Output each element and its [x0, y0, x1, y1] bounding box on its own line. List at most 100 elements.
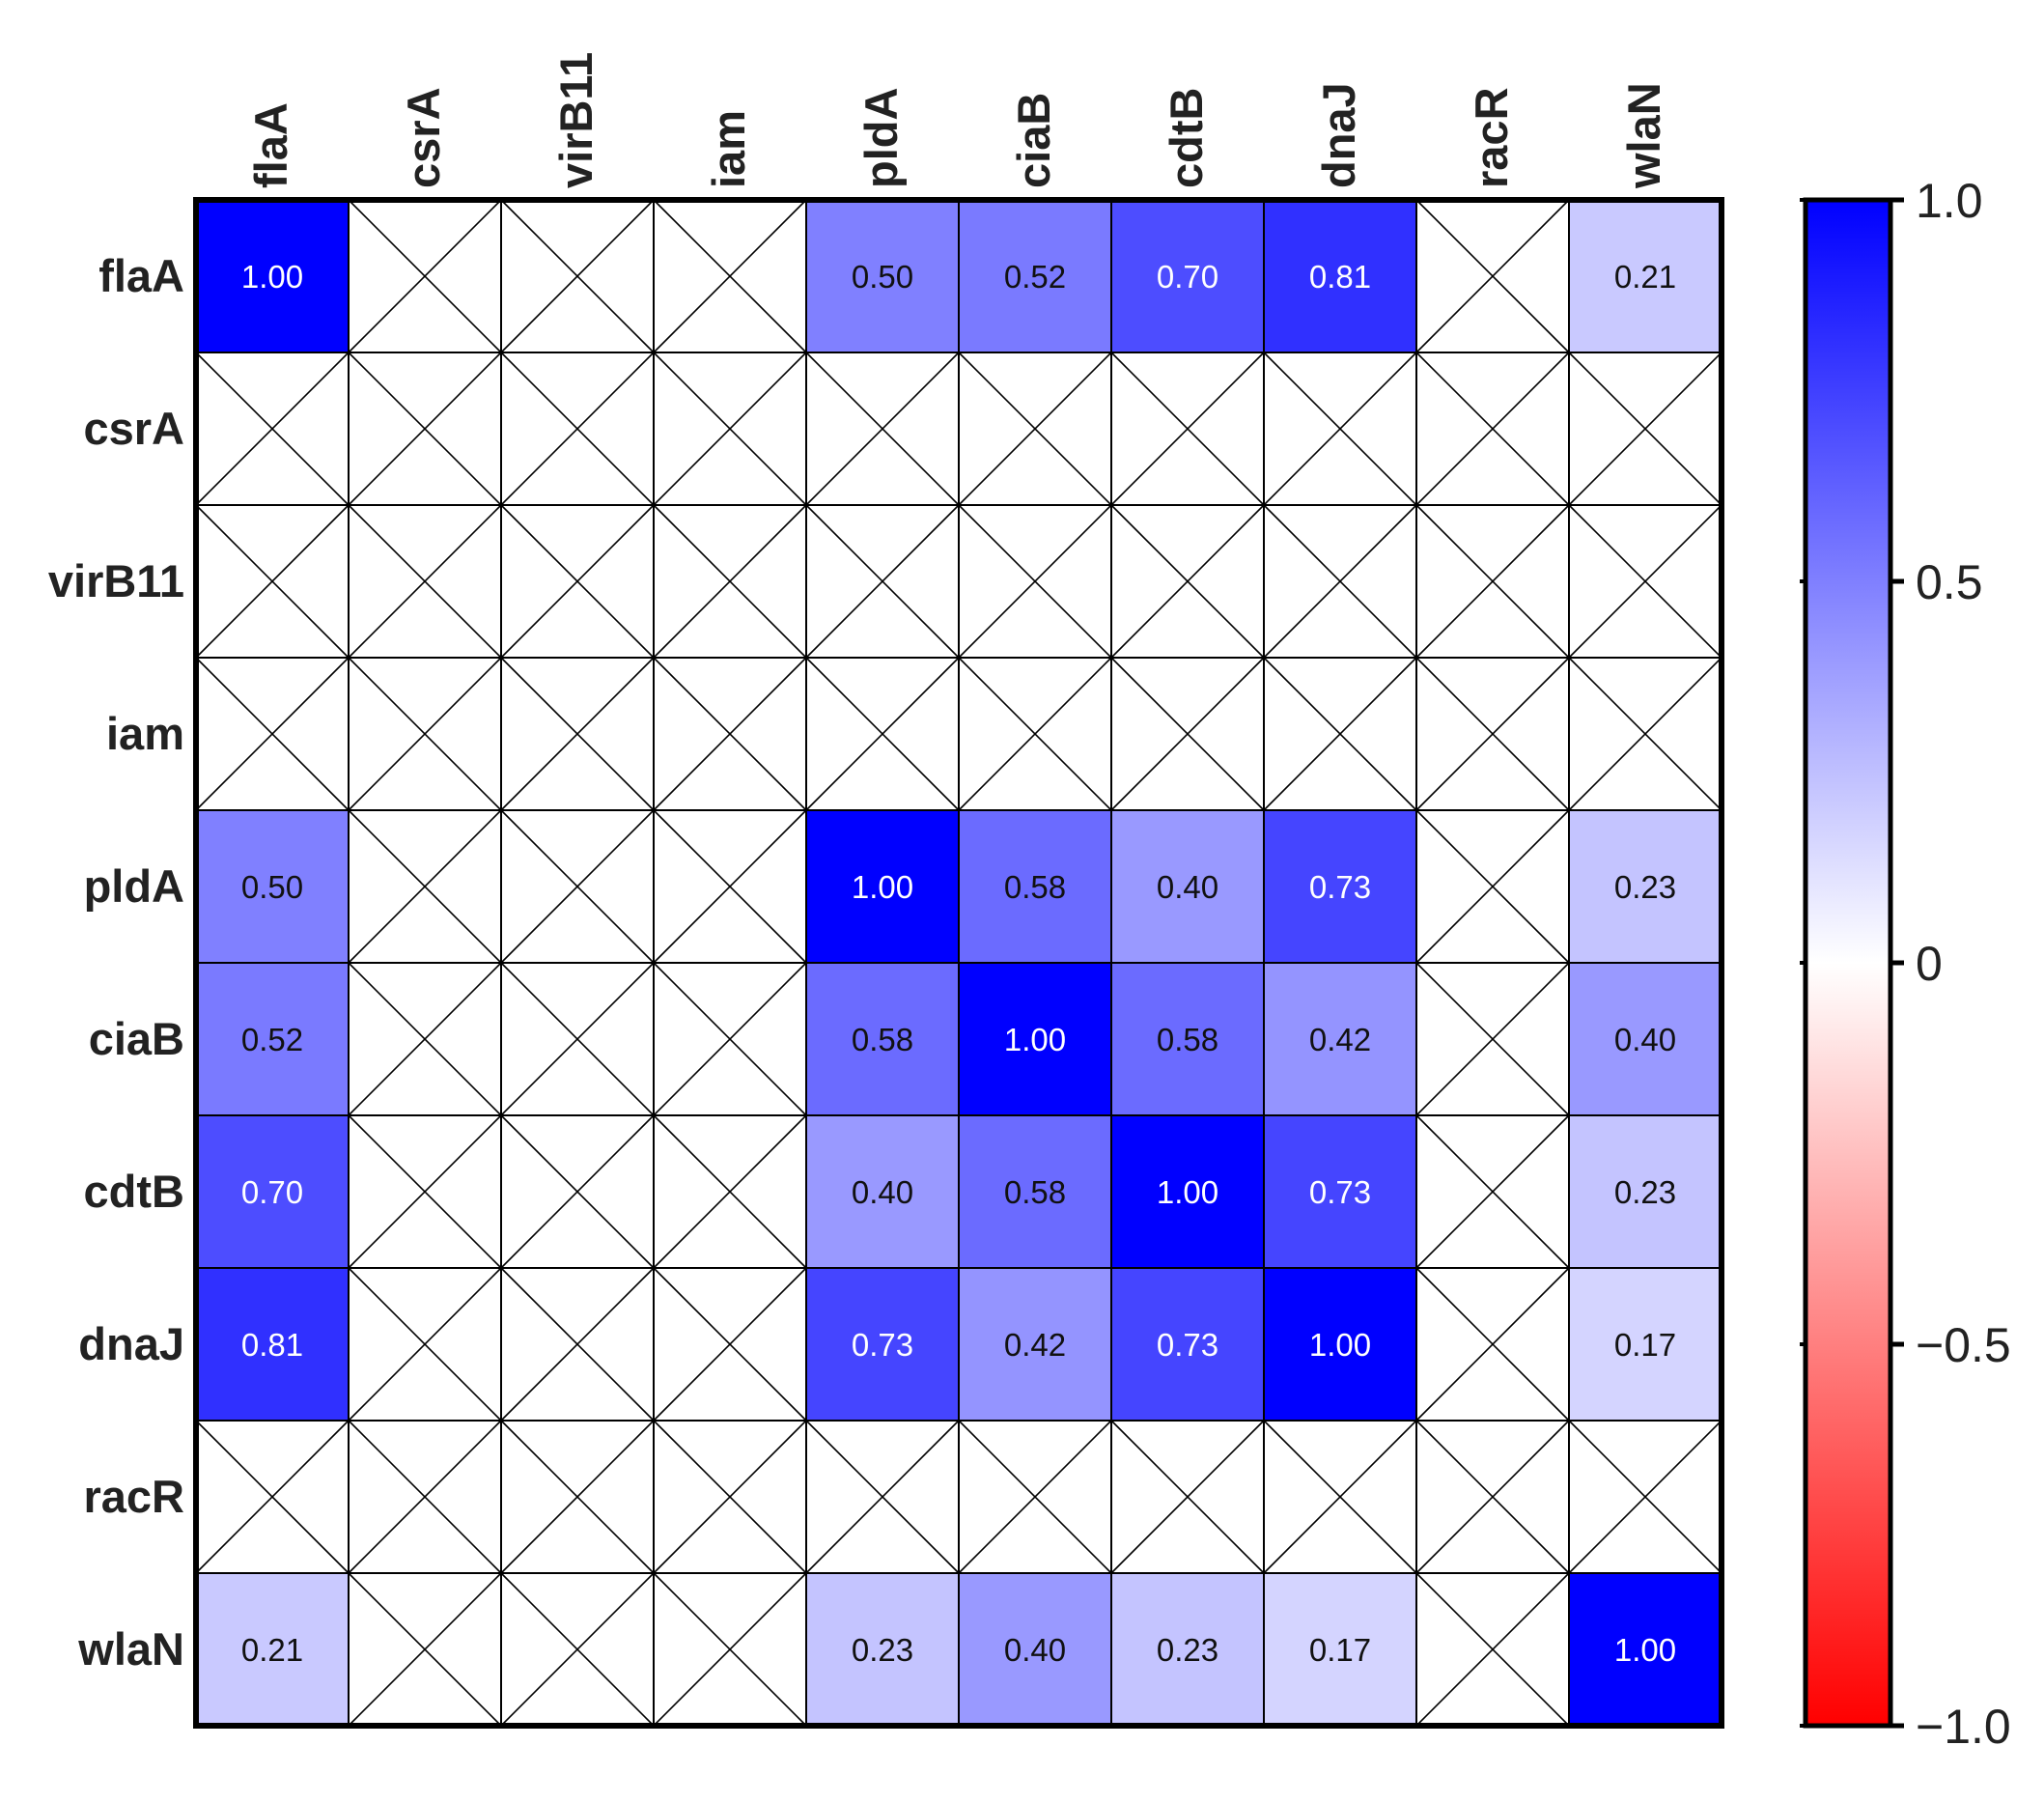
heatmap-cells: 1.00 0.50 0.52 0.70 0.81 0.21 0.50 1.00 0.58 0.40… — [195, 199, 1722, 1727]
missing-cross-line — [500, 1420, 655, 1574]
cell-value-label: 0.23 — [1614, 1174, 1676, 1210]
row-label: wlaN — [77, 1623, 184, 1675]
column-label: virB11 — [550, 52, 602, 188]
missing-cross-line — [1263, 352, 1417, 506]
colorbar-tick-label: 0 — [1916, 937, 1943, 991]
heatmap-cell — [1263, 809, 1417, 964]
missing-cross-line — [500, 199, 655, 353]
colorbar-gradient — [1803, 197, 1893, 1729]
colorbar-ticks: 1.0 0.5 0 −0.5 −1.0 — [1800, 174, 2011, 1754]
heatmap-cell — [1568, 1267, 1722, 1422]
missing-cross-line — [653, 199, 807, 353]
cell-value-label: 0.73 — [852, 1327, 913, 1363]
row-label: ciaB — [89, 1013, 184, 1064]
column-label: racR — [1466, 87, 1517, 188]
heatmap-cell — [805, 1114, 960, 1269]
column-label: flaA — [245, 102, 296, 188]
cell-value-label: 1.00 — [1157, 1174, 1218, 1210]
missing-cross-line — [500, 504, 655, 659]
missing-cross-line — [500, 962, 655, 1116]
cell-value-label: 0.40 — [1004, 1632, 1066, 1668]
cell-value-label: 1.00 — [1309, 1327, 1371, 1363]
missing-cross-line — [500, 1572, 655, 1727]
missing-cross-line — [1110, 504, 1265, 659]
heatmap-cell — [805, 199, 960, 353]
missing-cross-line — [1415, 352, 1570, 506]
heatmap-cell — [958, 809, 1112, 964]
missing-cross-line — [348, 1114, 502, 1269]
column-label: pldA — [855, 88, 907, 188]
missing-cross-line — [1263, 1420, 1417, 1574]
cell-value-label: 0.58 — [1157, 1022, 1218, 1057]
heatmap-cell — [1110, 199, 1265, 353]
cell-value-label: 0.40 — [1614, 1022, 1676, 1057]
missing-cross-line — [1110, 1420, 1265, 1574]
missing-cross-line — [500, 352, 655, 506]
missing-cross-line — [958, 352, 1112, 506]
missing-cross-line — [1568, 657, 1722, 811]
missing-cross-line — [653, 504, 807, 659]
row-label: flaA — [98, 250, 184, 301]
missing-cross-line — [1568, 352, 1722, 506]
missing-cross-line — [805, 657, 960, 811]
cell-value-label: 0.21 — [1614, 259, 1676, 295]
missing-cross-line — [500, 809, 655, 964]
cell-value-label: 0.42 — [1309, 1022, 1371, 1057]
missing-cross-line — [348, 352, 502, 506]
missing-cross-line — [653, 1572, 807, 1727]
row-label: cdtB — [84, 1166, 184, 1217]
cell-value-label: 0.17 — [1614, 1327, 1676, 1363]
heatmap-cell — [195, 809, 350, 964]
cell-value-label: 0.70 — [1157, 259, 1218, 295]
column-label: ciaB — [1008, 93, 1059, 188]
cell-value-label: 0.73 — [1309, 869, 1371, 905]
heatmap-cell — [195, 199, 350, 353]
missing-cross-line — [805, 1420, 960, 1574]
missing-cross-line — [195, 657, 350, 811]
missing-cross-line — [348, 962, 502, 1116]
row-label: pldA — [84, 860, 184, 912]
missing-cross-line — [348, 1572, 502, 1727]
missing-cross-line — [1415, 199, 1570, 353]
cell-value-label: 0.40 — [852, 1174, 913, 1210]
heatmap-cell — [1110, 962, 1265, 1116]
heatmap-cell — [1263, 962, 1417, 1116]
heatmap-cell — [805, 1267, 960, 1422]
cell-value-label: 0.73 — [1309, 1174, 1371, 1210]
missing-cross-line — [1568, 1420, 1722, 1574]
cell-value-label: 0.70 — [241, 1174, 303, 1210]
cell-value-label: 0.23 — [1614, 869, 1676, 905]
cell-value-label: 0.58 — [852, 1022, 913, 1057]
cell-value-label: 0.52 — [241, 1022, 303, 1057]
cell-value-label: 0.17 — [1309, 1632, 1371, 1668]
heatmap-cell — [805, 1572, 960, 1727]
cell-value-label: 0.23 — [852, 1632, 913, 1668]
cell-value-label: 1.00 — [1004, 1022, 1066, 1057]
missing-cross-line — [348, 1420, 502, 1574]
missing-cross-line — [500, 1267, 655, 1422]
heatmap-cell — [1263, 1267, 1417, 1422]
missing-cross-line — [348, 809, 502, 964]
column-label: csrA — [398, 87, 449, 188]
heatmap-cell — [958, 199, 1112, 353]
row-label: dnaJ — [78, 1318, 184, 1369]
column-label: cdtB — [1161, 88, 1212, 188]
heatmap-cell — [805, 809, 960, 964]
missing-cross-line — [195, 1420, 350, 1574]
heatmap-cell — [1263, 1572, 1417, 1727]
missing-cross-line — [958, 504, 1112, 659]
cell-value-label: 0.52 — [1004, 259, 1066, 295]
missing-cross-line — [1415, 1420, 1570, 1574]
cell-value-label: 0.42 — [1004, 1327, 1066, 1363]
missing-cross-line — [500, 1114, 655, 1269]
missing-cross-line — [1415, 1114, 1570, 1269]
missing-cross-line — [653, 1267, 807, 1422]
missing-cross-line — [348, 504, 502, 659]
cell-value-label: 0.50 — [241, 869, 303, 905]
missing-cross-line — [653, 962, 807, 1116]
cell-value-label: 0.81 — [241, 1327, 303, 1363]
column-label: iam — [703, 110, 754, 188]
missing-cross-line — [805, 352, 960, 506]
column-label: wlaN — [1618, 82, 1669, 189]
